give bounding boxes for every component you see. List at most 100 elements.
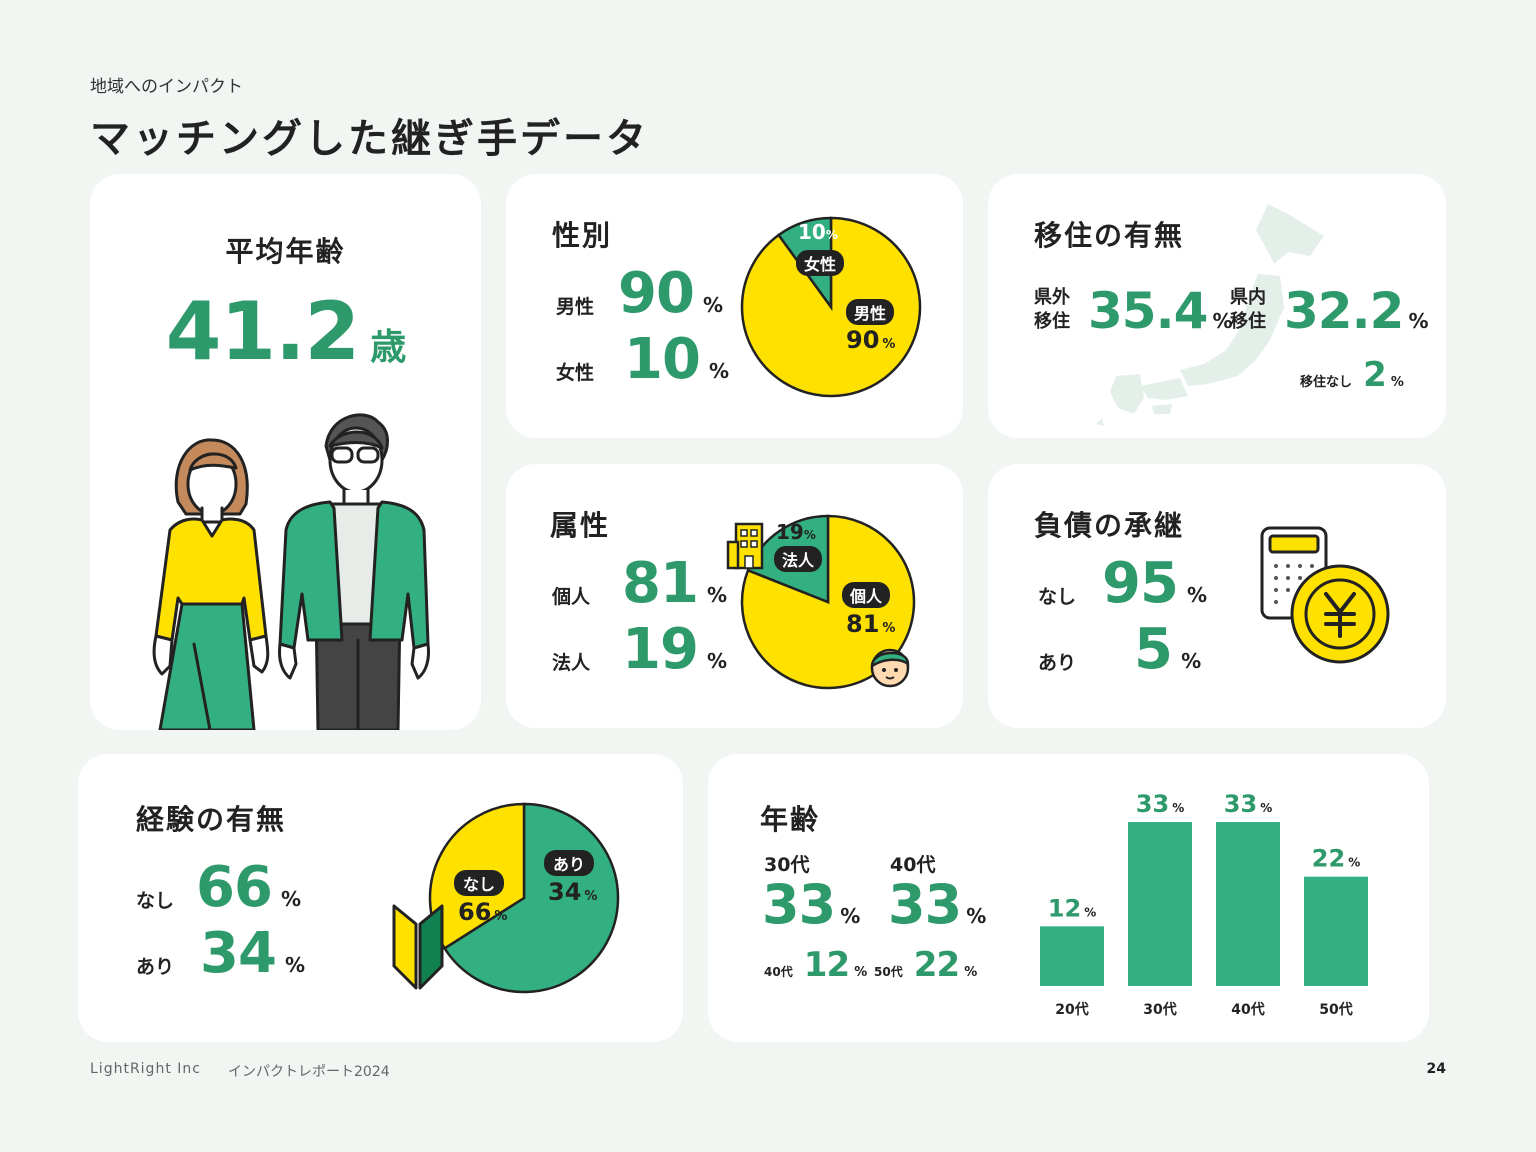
experience-yes-unit: %	[285, 953, 306, 977]
attribute-corp-unit: %	[707, 649, 728, 673]
gender-pie-male-pct: 90%	[846, 326, 895, 354]
age-main-label-2: 40代	[890, 854, 936, 876]
age-bar-category-label: 30代	[1143, 1001, 1176, 1018]
debt-yes-value-group: 5 %	[1134, 622, 1201, 678]
relocation-in-value-group: 32.2 %	[1284, 286, 1429, 336]
footer-company: LightRight Inc	[90, 1061, 201, 1077]
gender-female-value-group: 10 %	[624, 332, 729, 388]
experience-yes-value-group: 34 %	[200, 926, 305, 982]
relocation-none-unit: %	[1390, 375, 1404, 390]
debt-title: 負債の承継	[1034, 509, 1185, 542]
debt-card: 負債の承継 なし 95 % あり 5 %	[988, 464, 1446, 728]
gender-pie-male-pct-value: 90	[846, 326, 880, 354]
average-age-title: 平均年齢	[225, 235, 346, 268]
attribute-pie-corp-pct: 19%	[776, 520, 816, 544]
experience-pie-yes-tag: あり	[544, 850, 595, 876]
building-icon	[726, 522, 764, 570]
attribute-pie-corp-pct-value: 19	[776, 520, 804, 544]
gender-pie-female-pct-value: 10	[798, 220, 826, 244]
debt-none-unit: %	[1187, 583, 1208, 607]
experience-card: 経験の有無 なし 66 % あり 34 % あり 34% なし 66%	[78, 754, 683, 1042]
age-bar-40代	[1216, 822, 1280, 986]
age-sub-group-1: 40代 12 %	[764, 948, 867, 982]
average-age-value-group: 41.2 歳	[90, 292, 481, 372]
debt-none-label: なし	[1038, 586, 1077, 608]
attribute-title: 属性	[550, 509, 611, 542]
age-bar-30代	[1128, 822, 1192, 986]
age-sub-unit-2: %	[964, 965, 978, 980]
age-main-value-group-1: 33 %	[762, 878, 860, 932]
age-sub-label-1: 40代	[764, 965, 793, 979]
people-illustration	[152, 413, 430, 730]
debt-yes-unit: %	[1181, 649, 1202, 673]
debt-none-value-group: 95 %	[1102, 556, 1207, 612]
gender-male-label: 男性	[556, 296, 595, 318]
experience-pie-no-pct: 66%	[458, 898, 507, 926]
relocation-in-label: 県内 移住	[1230, 286, 1266, 334]
gender-pie-male-tag: 男性	[846, 299, 895, 325]
age-main-value-group-2: 33 %	[888, 878, 986, 932]
age-sub-value-2: 22	[913, 945, 960, 985]
relocation-out-unit: %	[1212, 309, 1233, 333]
relocation-in-value: 32.2	[1284, 282, 1404, 340]
boy-face-icon	[870, 648, 910, 688]
relocation-out-value-group: 35.4 %	[1088, 286, 1233, 336]
attribute-corp-label: 法人	[552, 652, 591, 674]
gender-pie-female-tag: 女性	[796, 250, 845, 276]
attribute-pie-corp-pct-unit: %	[803, 528, 816, 542]
footer-report: インパクトレポート2024	[228, 1064, 390, 1080]
experience-none-label: なし	[136, 890, 175, 912]
experience-pie-no-pct-value: 66	[458, 898, 492, 926]
relocation-card: 移住の有無 県外 移住 35.4 % 県内 移住 32.2 % 移住なし 2 %	[988, 174, 1446, 438]
age-card: 年齢 30代 33 % 40代 33 % 40代 12 % 50代 22 % 1…	[708, 754, 1429, 1042]
average-age-card: 平均年齢 41.2 歳	[90, 174, 481, 730]
experience-pie-no-pct-unit: %	[494, 909, 508, 924]
attribute-pie-indiv-tag: 個人	[842, 582, 891, 608]
age-bar-value-label: 12%	[1048, 894, 1096, 922]
japan-map-illustration	[1096, 204, 1324, 426]
page-title: マッチングした継ぎ手データ	[90, 116, 649, 162]
experience-pie-yes-pct-value: 34	[548, 878, 582, 906]
attribute-pie-corp-tag: 法人	[774, 546, 823, 572]
age-main-value-2: 33	[888, 873, 962, 936]
age-main-label-1: 30代	[764, 854, 810, 876]
gender-female-value: 10	[624, 327, 701, 392]
attribute-pie-indiv-pct-value: 81	[846, 610, 880, 638]
relocation-out-label-1: 県外	[1034, 287, 1070, 308]
age-bar-value-label: 22%	[1312, 845, 1360, 873]
relocation-in-label-2: 移住	[1230, 311, 1266, 332]
experience-pie-yes-pct-unit: %	[584, 889, 598, 904]
attribute-pie-indiv-pct-unit: %	[882, 621, 896, 636]
experience-yes-value: 34	[200, 921, 277, 986]
relocation-none-value: 2	[1363, 355, 1387, 395]
attribute-individual-value-group: 81 %	[622, 556, 727, 612]
age-bar-50代	[1304, 876, 1368, 986]
section-label: 地域へのインパクト	[90, 77, 243, 97]
relocation-out-label: 県外 移住	[1034, 286, 1070, 334]
attribute-individual-label: 個人	[552, 586, 591, 608]
experience-none-value-group: 66 %	[196, 860, 301, 916]
age-bar-category-label: 50代	[1319, 1001, 1352, 1018]
debt-yes-label: あり	[1038, 652, 1077, 674]
age-main-value-1: 33	[762, 873, 836, 936]
debt-none-value: 95	[1102, 551, 1179, 616]
age-bar-chart: 12 % 20代 33 % 30代 33 % 40代 22 % 50代	[1040, 790, 1368, 1018]
gender-card: 性別 男性 90 % 女性 10 % 10% 女性 男性 90%	[506, 174, 963, 438]
attribute-corp-value-group: 19 %	[622, 622, 727, 678]
age-main-unit-2: %	[966, 904, 987, 928]
experience-pie-no-tag: なし	[454, 870, 505, 896]
relocation-title: 移住の有無	[1034, 219, 1185, 252]
age-main-unit-1: %	[840, 904, 861, 928]
gender-pie-female-pct: 10%	[798, 220, 838, 244]
average-age-value: 41.2	[165, 285, 360, 378]
attribute-corp-value: 19	[622, 617, 699, 682]
experience-pie-yes-pct: 34%	[548, 878, 597, 906]
beginner-mark-icon	[392, 904, 444, 990]
age-sub-group-2: 50代 22 %	[874, 948, 977, 982]
age-bar-category-label: 40代	[1231, 1001, 1264, 1018]
age-sub-label-2: 50代	[874, 965, 903, 979]
age-sub-unit-1: %	[854, 965, 868, 980]
relocation-none-group: 移住なし 2 %	[1300, 358, 1404, 392]
relocation-out-label-2: 移住	[1034, 311, 1070, 332]
age-title: 年齢	[760, 803, 821, 836]
